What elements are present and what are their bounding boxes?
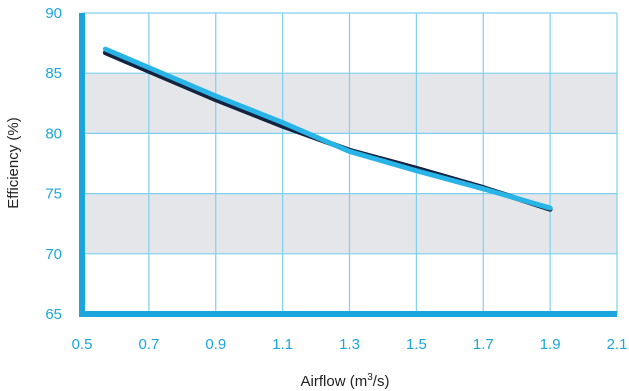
y-tick-label: 70: [45, 246, 62, 263]
x-axis-label: Airflow (m3/s): [301, 372, 390, 390]
x-tick-label: 1.7: [473, 336, 494, 353]
x-tick-label: 0.7: [138, 336, 159, 353]
y-tick-label: 80: [45, 125, 62, 142]
x-tick-labels: 0.5 0.7 0.9 1.1 1.3 1.5 1.7 1.9 2.1: [72, 336, 628, 353]
grid-lines: [81, 12, 618, 315]
series-lines: [102, 46, 553, 212]
x-tick-label: 1.5: [406, 336, 427, 353]
y-tick-label: 90: [45, 5, 62, 22]
x-tick-label: 2.1: [607, 336, 628, 353]
y-tick-label: 85: [45, 65, 62, 82]
y-tick-label: 75: [45, 186, 62, 203]
y-tick-label: 65: [45, 306, 62, 323]
x-axis-label-main: Airflow (m: [301, 373, 368, 390]
x-axis-label-sup: 3: [367, 372, 373, 383]
x-tick-label: 1.3: [339, 336, 360, 353]
x-tick-label: 1.1: [272, 336, 293, 353]
y-tick-labels: 65 70 75 80 85 90: [45, 5, 62, 323]
y-axis-label: Efficiency (%): [5, 117, 22, 208]
x-tick-label: 0.5: [72, 336, 93, 353]
series-line-1: [102, 46, 553, 211]
x-tick-label: 0.9: [205, 336, 226, 353]
axes: [79, 13, 617, 317]
x-axis-label-end: /s): [373, 373, 390, 390]
x-tick-label: 1.9: [540, 336, 561, 353]
